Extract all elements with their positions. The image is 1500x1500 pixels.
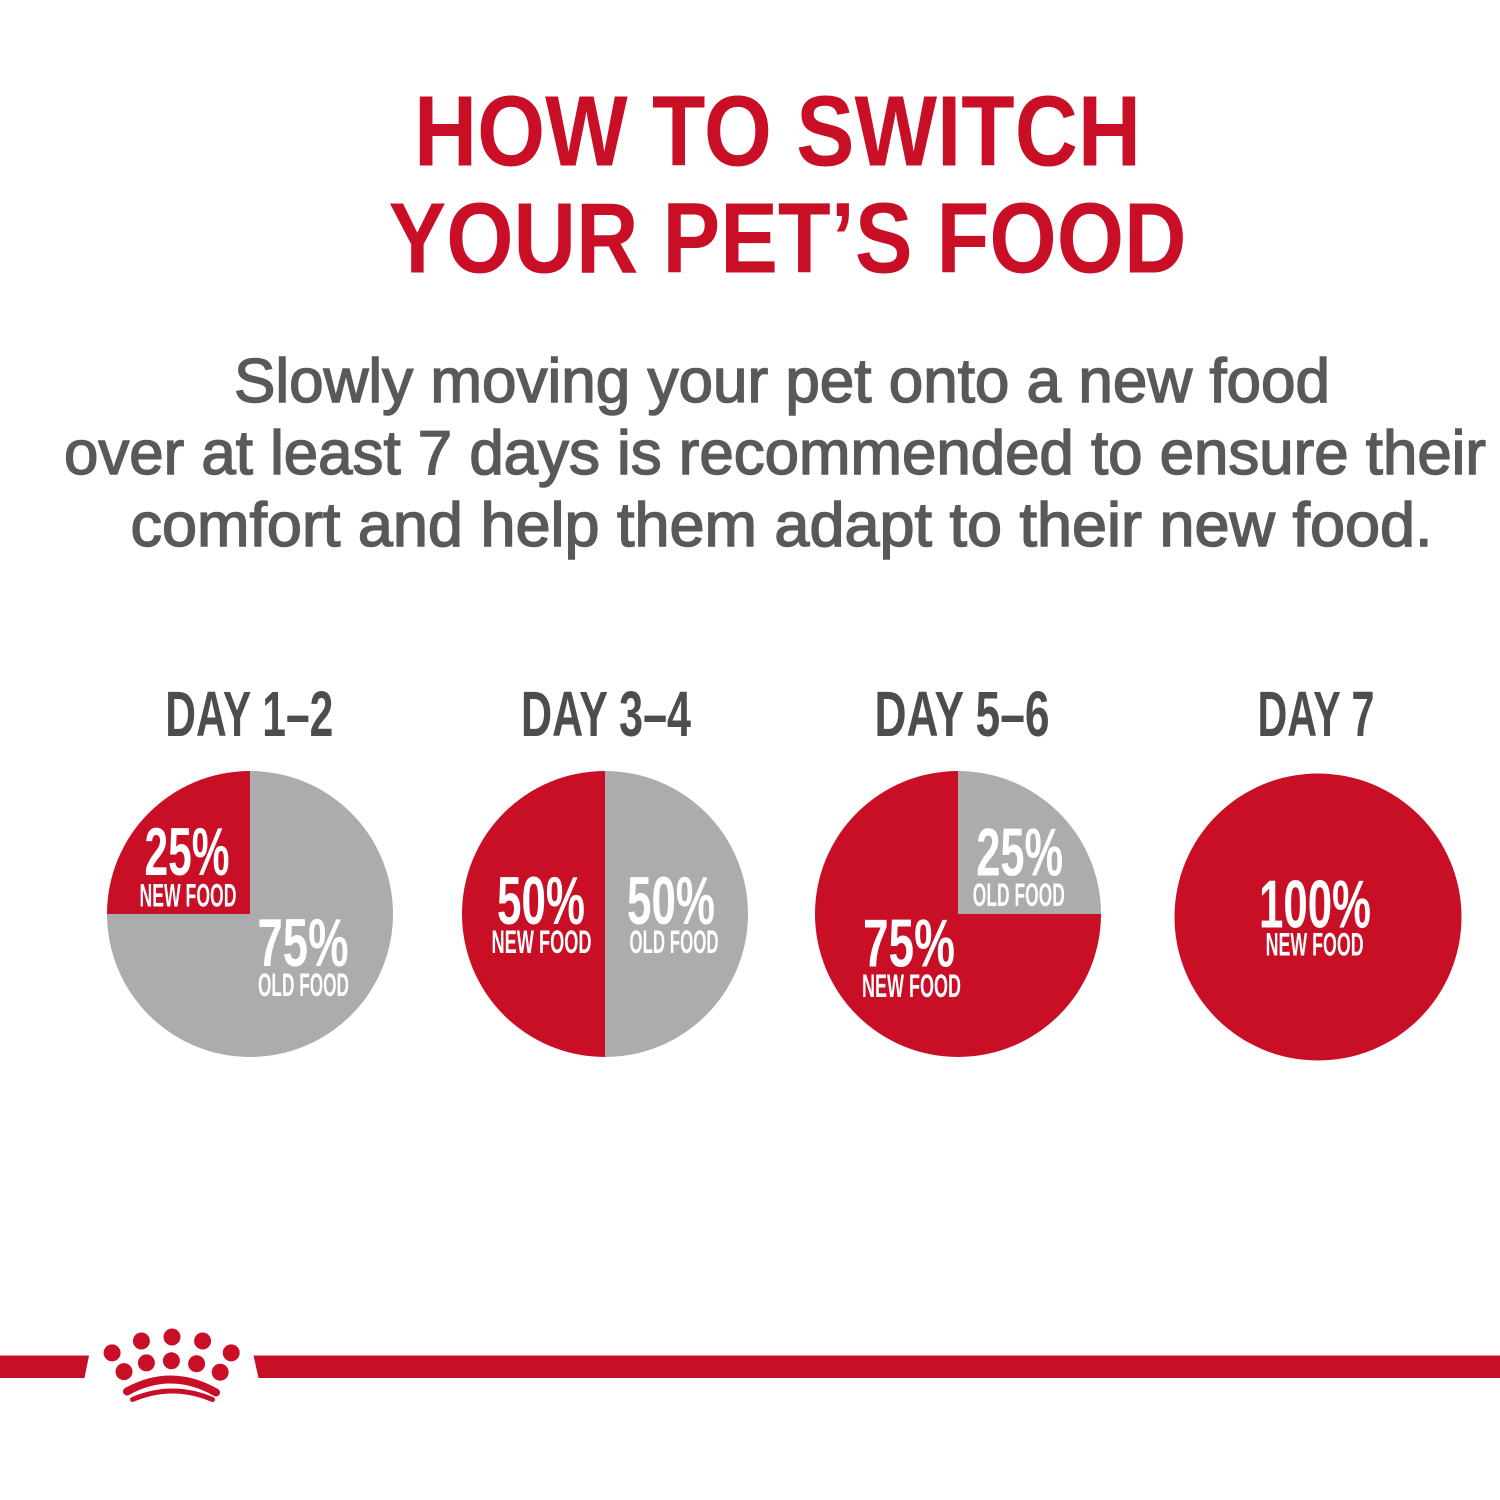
svg-text:50%: 50% xyxy=(627,863,715,939)
svg-text:YOUR PET’S FOOD: YOUR PET’S FOOD xyxy=(389,183,1187,295)
svg-text:Slowly moving your pet onto a: Slowly moving your pet onto a new food xyxy=(234,347,1330,416)
svg-text:75%: 75% xyxy=(258,905,349,981)
svg-text:NEW FOOD: NEW FOOD xyxy=(140,878,237,914)
svg-text:25%: 25% xyxy=(976,815,1063,891)
svg-text:25%: 25% xyxy=(145,814,230,890)
svg-text:DAY 5–6: DAY 5–6 xyxy=(875,678,1050,750)
svg-text:50%: 50% xyxy=(497,863,585,939)
svg-text:NEW FOOD: NEW FOOD xyxy=(862,968,961,1004)
svg-text:DAY 1–2: DAY 1–2 xyxy=(165,678,333,750)
svg-text:NEW FOOD: NEW FOOD xyxy=(1266,927,1364,963)
svg-text:comfort and help them adapt to: comfort and help them adapt to their new… xyxy=(131,491,1433,560)
svg-text:75%: 75% xyxy=(863,906,955,982)
svg-text:100%: 100% xyxy=(1259,867,1371,943)
svg-text:NEW FOOD: NEW FOOD xyxy=(492,924,592,960)
svg-text:over at least 7 days is recomm: over at least 7 days is recommended to e… xyxy=(64,419,1486,488)
svg-text:OLD FOOD: OLD FOOD xyxy=(630,924,719,960)
svg-text:DAY 3–4: DAY 3–4 xyxy=(521,678,691,750)
svg-text:OLD FOOD: OLD FOOD xyxy=(973,877,1065,913)
svg-text:HOW TO SWITCH: HOW TO SWITCH xyxy=(414,76,1141,188)
svg-text:OLD FOOD: OLD FOOD xyxy=(258,967,349,1003)
svg-text:DAY 7: DAY 7 xyxy=(1258,678,1375,750)
